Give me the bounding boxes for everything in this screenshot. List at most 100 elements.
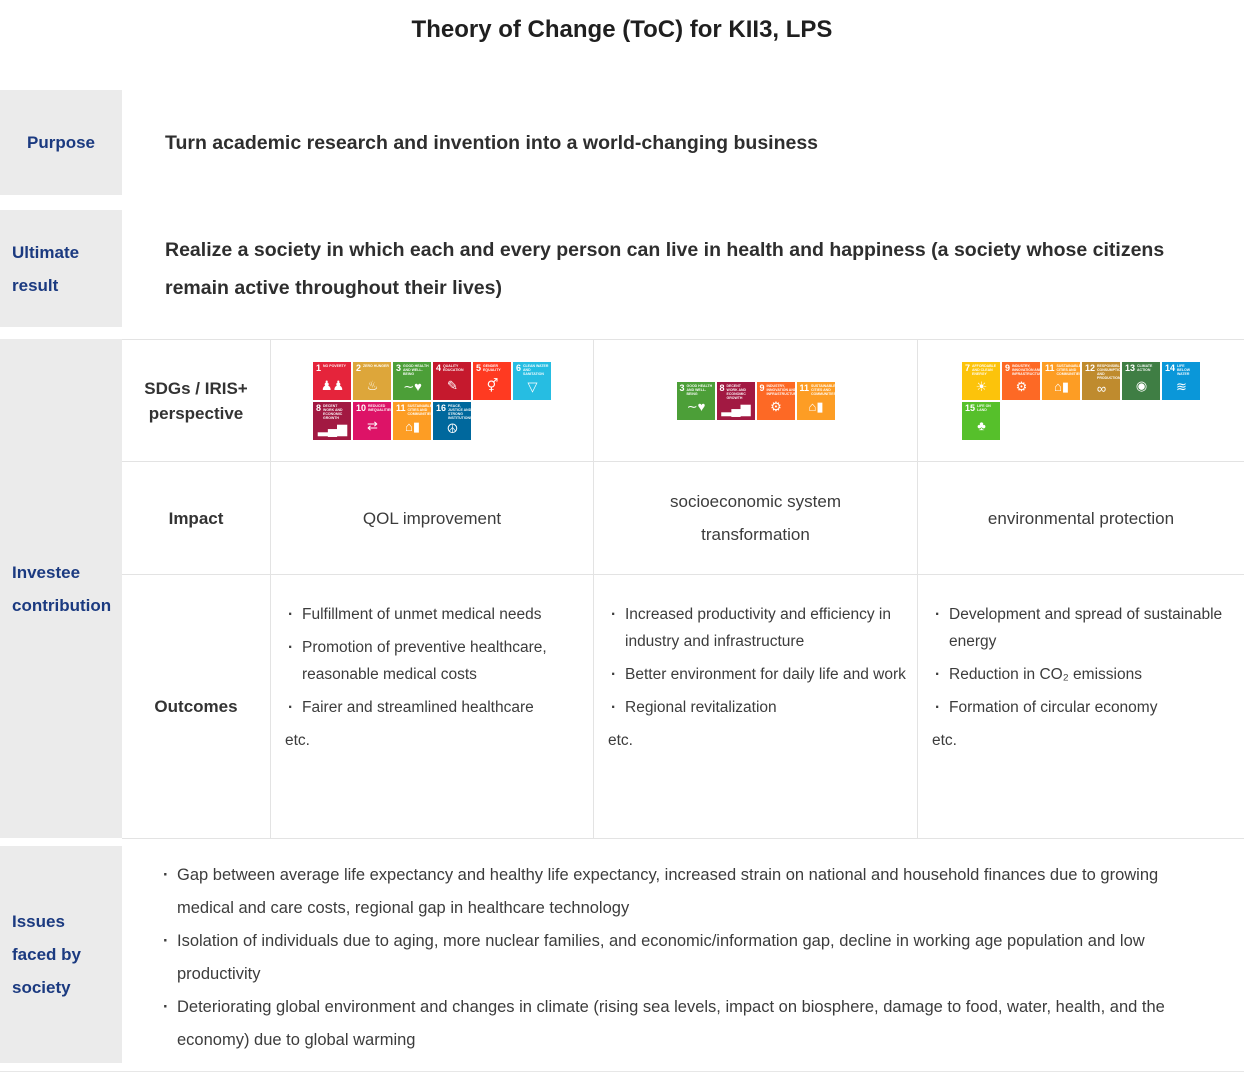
sdg-name: No Poverty	[323, 363, 346, 368]
sdg-name: Life on Land	[977, 403, 991, 412]
sdg-pictogram-icon: ♨	[366, 377, 379, 393]
sdg-2-tile-icon: 2 Zero Hunger ♨	[353, 361, 391, 400]
sdg-number: 11	[396, 402, 406, 413]
outcome-item: Fairer and streamlined healthcare	[285, 694, 585, 721]
sdg-9-tile-icon: 9Industry, Innovation and Infrastructure…	[1002, 361, 1040, 400]
outcomes-list: Fulfillment of unmet medical needs Promot…	[285, 601, 585, 721]
sdg-pictogram-icon: ⌂▮	[1053, 379, 1069, 394]
sdg-16-tile-icon: 16 Peace, Justice and Strong Institutions…	[433, 401, 471, 440]
sdg-pictogram-icon: ▂▄▆	[317, 421, 348, 436]
sdg-cell-socioeconomic: 3 Good Health and Well-Being ∼♥ 8 Decent Wor…	[593, 340, 917, 461]
outcomes-list: Increased productivity and efficiency in…	[608, 601, 909, 721]
outcome-item: Fulfillment of unmet medical needs	[285, 601, 585, 628]
sdg-pictogram-icon: ⌂▮	[404, 419, 420, 434]
sdg-name: Industry, Innovation and Infrastructure	[1012, 363, 1040, 376]
sdg-name: Decent Work and Economic Growth	[323, 403, 343, 420]
sdg-grid-row: 7 Affordable and Clean Energy ☀ 9 Industry, …	[962, 361, 1200, 400]
sdg-name: Affordable and Clean Energy	[972, 363, 997, 376]
sdg-number: 2	[356, 362, 362, 373]
investee-contribution-label-box: Investee contribution	[0, 339, 122, 838]
issues-label-box: Issues faced by society	[0, 846, 122, 1063]
sdg-pictogram-icon: ⌂▮	[808, 399, 824, 414]
sdg-pictogram-icon: ♟♟	[320, 377, 345, 393]
sdg-9-tile-icon: 9Industry, Innovation and Infrastructure…	[756, 381, 795, 420]
sdg-8-tile-icon: 8 Decent Work and Economic Growth ▂▄▆	[716, 381, 755, 420]
sdg-number: 8	[316, 402, 322, 413]
sdg-1-tile-icon: 1 No Poverty ♟♟	[313, 361, 351, 400]
sdg-pictogram-icon: ⚙	[770, 399, 782, 414]
sdg-7-tile-icon: 7 Affordable and Clean Energy ☀	[962, 361, 1000, 400]
sdg-8-tile-icon: 8 Decent Work and Economic Growth ▂▄▆	[313, 401, 351, 440]
sdg-cell-qol-improvement: 1 No Poverty ♟♟ 2 Zero Hunger ♨ 3 Good Health a…	[270, 340, 593, 461]
sdg-pictogram-icon: ☀	[975, 379, 988, 394]
sdg-name: Good Health and Well-Being	[686, 383, 713, 396]
sdg-number: 13	[1125, 362, 1136, 373]
sdg-11-tile-icon: 11 Sustainable Cities and Communities ⌂▮	[1042, 361, 1080, 400]
sdg-grid: 1 No Poverty ♟♟ 2 Zero Hunger ♨ 3 Good Health a…	[313, 361, 551, 440]
issues-content: Gap between average life expectancy and …	[122, 846, 1244, 1063]
sdg-name: Life Below Water	[1177, 363, 1191, 376]
purpose-content: Turn academic research and invention int…	[122, 90, 1244, 195]
issue-item: Deteriorating global environment and cha…	[160, 991, 1206, 1057]
impact-text: environmental protection	[987, 508, 1175, 528]
outcomes-cell-environmental: Development and spread of sustainable en…	[917, 575, 1244, 838]
etc-label: etc.	[932, 732, 957, 749]
sdg-pictogram-icon: ∼♥	[403, 379, 422, 394]
sdg-13-tile-icon: 13 Climate Action ◉	[1122, 361, 1160, 400]
investee-contribution-label: Investee contribution	[12, 562, 112, 615]
sdg-name: Sustainable Cities and Communities	[407, 403, 431, 416]
sdg-pictogram-icon: ≋	[1176, 379, 1187, 394]
impact-row: Impact QOL improvement socioeconomic sys…	[122, 462, 1244, 575]
etc-label: etc.	[608, 732, 633, 749]
sdg-pictogram-icon: ⇄	[367, 417, 378, 433]
ultimate-result-label: Ultimate result	[12, 242, 80, 295]
sdg-name: Reduced Inequalities	[368, 403, 391, 412]
sdg-grid-row: 8 Decent Work and Economic Growth ▂▄▆ 10 Red…	[313, 401, 551, 440]
sdg-5-tile-icon: 5 Gender Equality ⚥	[473, 361, 511, 400]
impact-text: socioeconomic system transformation	[669, 492, 841, 544]
sdg-number: 9	[759, 382, 765, 393]
outcomes-row-label: Outcomes	[154, 697, 238, 716]
sdg-number: 11	[799, 382, 810, 393]
sdg-name: Sustainable Cities and Communities	[811, 383, 835, 396]
bottom-divider	[0, 1071, 1244, 1072]
sdg-grid-row: 1 No Poverty ♟♟ 2 Zero Hunger ♨ 3 Good Health a…	[313, 361, 551, 400]
sdg-number: 15	[965, 402, 976, 413]
sdg-6-tile-icon: 6 Clean Water and Sanitation ▽	[513, 361, 551, 400]
sdg-cell-environmental: 7 Affordable and Clean Energy ☀ 9 Industry, …	[917, 340, 1244, 461]
sdg-number: 1	[316, 362, 322, 373]
ultimate-result-label-box: Ultimate result	[0, 210, 122, 327]
sdg-3-tile-icon: 3 Good Health and Well-Being ∼♥	[676, 381, 715, 420]
sdg-3-tile-icon: 3 Good Health and Well-Being ∼♥	[393, 361, 431, 400]
sdg-grid-row: 3 Good Health and Well-Being ∼♥ 8 Decent Wor…	[676, 381, 835, 420]
sdg-pictogram-icon: ✎	[447, 377, 458, 393]
sdg-number: 10	[356, 402, 367, 413]
purpose-label-box: Purpose	[0, 90, 122, 195]
sdgs-row-label: SDGs / IRIS+ perspective	[144, 378, 248, 423]
etc-label: etc.	[285, 732, 310, 749]
impact-cell-socioeconomic: socioeconomic system transformation	[593, 462, 917, 574]
sdg-grid: 3 Good Health and Well-Being ∼♥ 8 Decent Wor…	[676, 381, 835, 420]
sdg-number: 8	[719, 382, 725, 393]
outcomes-list: Development and spread of sustainable en…	[932, 601, 1236, 721]
sdg-name: Gender Equality	[483, 363, 501, 372]
sdg-name: Quality Education	[443, 363, 464, 372]
sdg-number: 5	[476, 362, 482, 373]
ultimate-result-text: Realize a society in which each and ever…	[165, 238, 1165, 299]
issues-list: Gap between average life expectancy and …	[160, 859, 1206, 1057]
sdg-grid-row: 15 Life on Land ♣	[962, 401, 1200, 440]
sdg-11-tile-icon: 11 Sustainable Cities and Communities ⌂▮	[393, 401, 431, 440]
impact-cell-qol-improvement: QOL improvement	[270, 462, 593, 574]
outcomes-cell-qol-improvement: Fulfillment of unmet medical needs Promot…	[270, 575, 593, 838]
sdg-pictogram-icon: ▽	[527, 379, 538, 394]
sdg-pictogram-icon: ▂▄▆	[721, 401, 751, 416]
issue-item: Isolation of individuals due to aging, m…	[160, 925, 1206, 991]
sdg-number: 16	[436, 402, 447, 413]
sdg-11-tile-icon: 11 Sustainable Cities and Communities ⌂▮	[796, 381, 835, 420]
sdg-name: Industry, Innovation and Infrastructure	[766, 383, 795, 396]
outcome-item: Regional revitalization	[608, 694, 909, 721]
sdg-number: 3	[679, 382, 685, 393]
sdg-15-tile-icon: 15 Life on Land ♣	[962, 401, 1000, 440]
sdg-14-tile-icon: 14 Life Below Water ≋	[1162, 361, 1200, 400]
impact-cell-environmental: environmental protection	[917, 462, 1244, 574]
